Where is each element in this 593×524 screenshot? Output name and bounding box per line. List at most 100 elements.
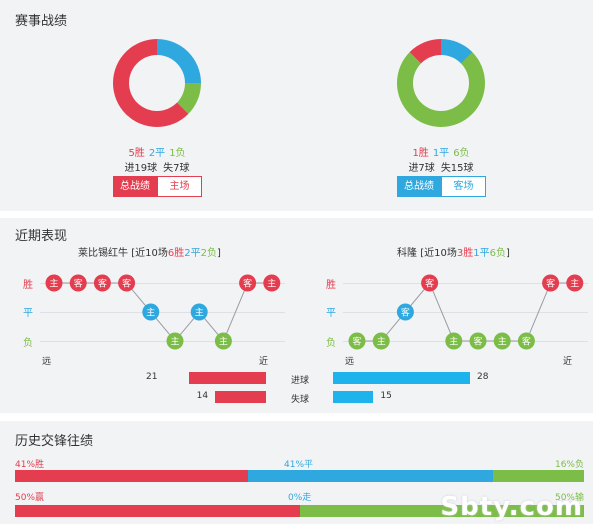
h2h-draw-segment	[248, 470, 493, 482]
h2h-handicap-bar	[15, 505, 584, 517]
away-match-point[interactable]: 客	[421, 274, 439, 292]
away-match-dot	[517, 332, 535, 350]
away-form-wins: 3胜	[456, 248, 474, 259]
home-record-donut	[113, 39, 201, 127]
h2h-win-segment	[15, 470, 249, 482]
away-summary-prefix: [近10场	[420, 248, 457, 259]
away-match-point[interactable]: 客	[396, 303, 414, 321]
away-axis-far: 远	[345, 357, 355, 367]
home-match-dot	[166, 332, 184, 350]
away-match-point[interactable]: 主	[493, 332, 511, 350]
home-match-dot	[190, 303, 208, 321]
home-match-point[interactable]: 主	[166, 332, 184, 350]
home-conceded-bar	[214, 391, 266, 403]
home-row-win-label: 胜	[23, 280, 33, 291]
home-match-point[interactable]: 主	[263, 274, 281, 292]
away-match-dot	[396, 303, 414, 321]
home-match-venue: 客	[122, 278, 131, 290]
away-row-loss-label: 负	[326, 338, 336, 349]
away-match-dot	[566, 274, 584, 292]
away-axis-near: 近	[563, 357, 573, 367]
home-summary-prefix: [近10场	[131, 248, 168, 259]
away-match-point[interactable]: 客	[348, 332, 366, 350]
home-goals: 进19球 失7球	[77, 159, 237, 174]
home-match-venue: 客	[243, 278, 252, 290]
home-match-venue: 客	[74, 278, 83, 290]
home-tab-overall[interactable]: 总战绩	[113, 176, 157, 197]
home-match-venue: 主	[267, 278, 276, 290]
away-match-venue: 主	[570, 278, 579, 290]
away-wins: 1胜	[412, 148, 429, 159]
h2h-handicap-win-pct: 50%赢	[15, 493, 45, 503]
away-goals: 进7球 失15球	[361, 159, 521, 174]
home-draws: 2平	[148, 148, 166, 159]
home-tab-home[interactable]: 主场	[157, 176, 202, 197]
away-match-point[interactable]: 客	[469, 332, 487, 350]
home-record-tabs: 总战绩 主场	[113, 176, 202, 197]
h2h-result-bar	[15, 470, 584, 482]
home-match-venue: 主	[195, 307, 204, 319]
away-row-win-label: 胜	[326, 280, 336, 291]
home-match-dot	[239, 274, 257, 292]
h2h-handicap-loss-segment	[299, 505, 584, 517]
home-match-point[interactable]: 主	[45, 274, 63, 292]
home-scored: 进19球	[124, 163, 158, 174]
away-match-dot	[445, 332, 463, 350]
away-team-name: 科隆	[397, 248, 417, 259]
home-match-point[interactable]: 客	[239, 274, 257, 292]
away-match-venue: 客	[546, 278, 555, 290]
away-match-point[interactable]: 客	[517, 332, 535, 350]
away-form-draws: 1平	[473, 248, 490, 259]
home-row-draw-label: 平	[23, 308, 33, 319]
home-losses: 1负	[169, 148, 186, 159]
home-match-point[interactable]: 客	[118, 274, 136, 292]
home-match-point[interactable]: 客	[93, 274, 111, 292]
away-scored-bar	[333, 372, 470, 384]
away-form-losses: 6负	[489, 248, 506, 259]
home-match-venue: 主	[219, 336, 228, 348]
away-match-venue: 客	[522, 336, 531, 348]
home-match-point[interactable]: 主	[214, 332, 232, 350]
home-match-point[interactable]: 主	[142, 303, 160, 321]
away-match-dot	[348, 332, 366, 350]
h2h-loss-pct: 16%负	[554, 460, 584, 470]
home-form-losses: 2负	[200, 248, 217, 259]
home-record-stats: 5胜 2平 1负	[77, 144, 237, 159]
away-conceded-bar	[333, 391, 374, 403]
away-record-donut	[397, 39, 485, 127]
away-tab-away[interactable]: 客场	[441, 176, 486, 197]
away-tab-overall[interactable]: 总战绩	[397, 176, 441, 197]
away-grid-draw	[343, 312, 588, 313]
home-match-point[interactable]: 主	[190, 303, 208, 321]
away-conceded-value: 15	[380, 391, 392, 401]
away-match-venue: 客	[352, 336, 361, 348]
record-title: 赛事战绩	[15, 14, 68, 29]
home-axis-far: 远	[42, 357, 52, 367]
away-match-venue: 主	[377, 336, 386, 348]
home-scored-value: 21	[146, 372, 158, 382]
away-draws: 1平	[432, 148, 450, 159]
away-conceded: 失15球	[440, 163, 474, 174]
home-grid-draw	[40, 312, 285, 313]
home-axis-near: 近	[259, 357, 269, 367]
recent-form-panel: 近期表现 莱比锡红牛 [近10场6胜2平2负] 科隆 [近10场3胜1平6负] …	[0, 218, 593, 413]
home-match-dot	[142, 303, 160, 321]
away-record-stats: 1胜 1平 6负	[361, 144, 521, 159]
home-match-dot	[118, 274, 136, 292]
conceded-label: 失球	[290, 395, 309, 405]
away-form-line	[357, 282, 575, 342]
home-conceded-value: 14	[196, 391, 209, 401]
away-match-venue: 客	[425, 278, 434, 290]
home-team-name: 莱比锡红牛	[78, 248, 128, 259]
away-match-point[interactable]: 主	[566, 274, 584, 292]
home-form-wins: 6胜	[167, 248, 185, 259]
home-form-line	[54, 282, 272, 342]
away-scored-value: 28	[477, 372, 489, 382]
away-match-dot	[542, 274, 560, 292]
away-match-point[interactable]: 主	[372, 332, 390, 350]
away-match-point[interactable]: 客	[542, 274, 560, 292]
away-match-point[interactable]: 主	[445, 332, 463, 350]
h2h-title: 历史交锋往绩	[15, 434, 94, 449]
home-match-point[interactable]: 客	[69, 274, 87, 292]
away-losses: 6负	[453, 148, 470, 159]
